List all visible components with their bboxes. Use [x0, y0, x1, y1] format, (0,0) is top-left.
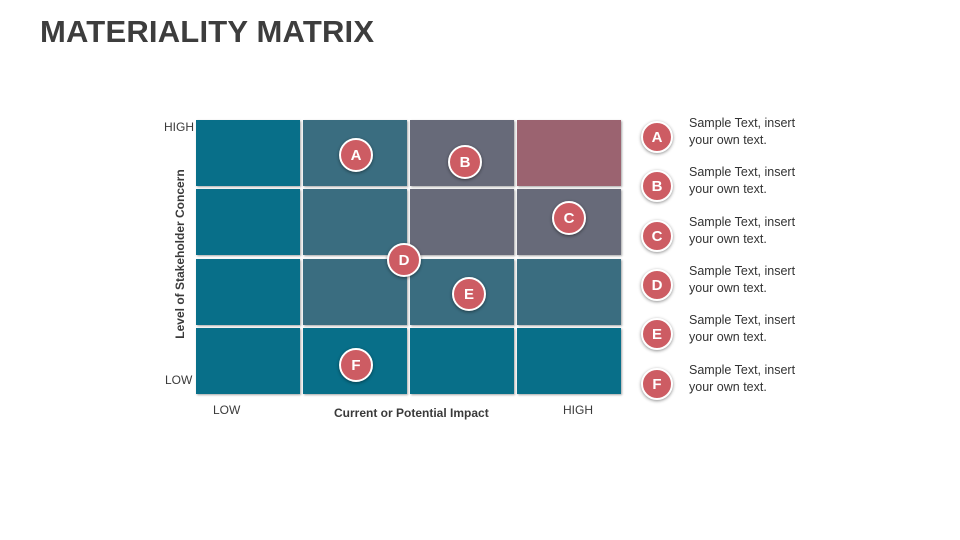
grid-cell [517, 328, 621, 394]
legend-text-f: Sample Text, insert your own text. [689, 363, 796, 394]
legend-item-c: C Sample Text, insert your own text. [640, 215, 940, 260]
legend-text-d: Sample Text, insert your own text. [689, 264, 796, 295]
grid-cell [196, 328, 300, 394]
legend-text-e: Sample Text, insert your own text. [689, 313, 796, 344]
slide-title: MATERIALITY MATRIX [40, 14, 375, 49]
y-axis-high-label: HIGH [164, 120, 194, 134]
topic-marker-b: B [448, 145, 482, 179]
legend-marker-b: B [641, 170, 673, 202]
topic-marker-a: A [339, 138, 373, 172]
grid-cell [410, 189, 514, 255]
materiality-grid [196, 120, 624, 398]
legend-item-d: D Sample Text, insert your own text. [640, 264, 940, 309]
legend-item-b: B Sample Text, insert your own text. [640, 165, 940, 210]
legend-marker-a: A [641, 121, 673, 153]
legend-text-b: Sample Text, insert your own text. [689, 165, 796, 196]
topic-marker-f: F [339, 348, 373, 382]
grid-cell [410, 328, 514, 394]
legend-marker-d: D [641, 269, 673, 301]
grid-cell [196, 120, 300, 186]
topic-marker-c: C [552, 201, 586, 235]
legend-text-c: Sample Text, insert your own text. [689, 215, 796, 246]
grid-cell [517, 120, 621, 186]
y-axis-low-label: LOW [165, 373, 193, 387]
x-axis-title: Current or Potential Impact [334, 406, 489, 420]
legend-marker-c: C [641, 220, 673, 252]
grid-cell [196, 259, 300, 325]
topic-marker-d: D [387, 243, 421, 277]
grid-cell [196, 189, 300, 255]
legend-item-f: F Sample Text, insert your own text. [640, 363, 940, 408]
topic-marker-e: E [452, 277, 486, 311]
x-axis-low-label: LOW [213, 403, 241, 417]
y-axis-title: Level of Stakeholder Concern [173, 169, 187, 339]
legend-marker-f: F [641, 368, 673, 400]
legend-text-a: Sample Text, insert your own text. [689, 116, 796, 147]
grid-cell [303, 189, 407, 255]
grid-cell [517, 259, 621, 325]
legend-item-e: E Sample Text, insert your own text. [640, 313, 940, 358]
x-axis-high-label: HIGH [563, 403, 593, 417]
legend-item-a: A Sample Text, insert your own text. [640, 116, 940, 161]
legend-marker-e: E [641, 318, 673, 350]
